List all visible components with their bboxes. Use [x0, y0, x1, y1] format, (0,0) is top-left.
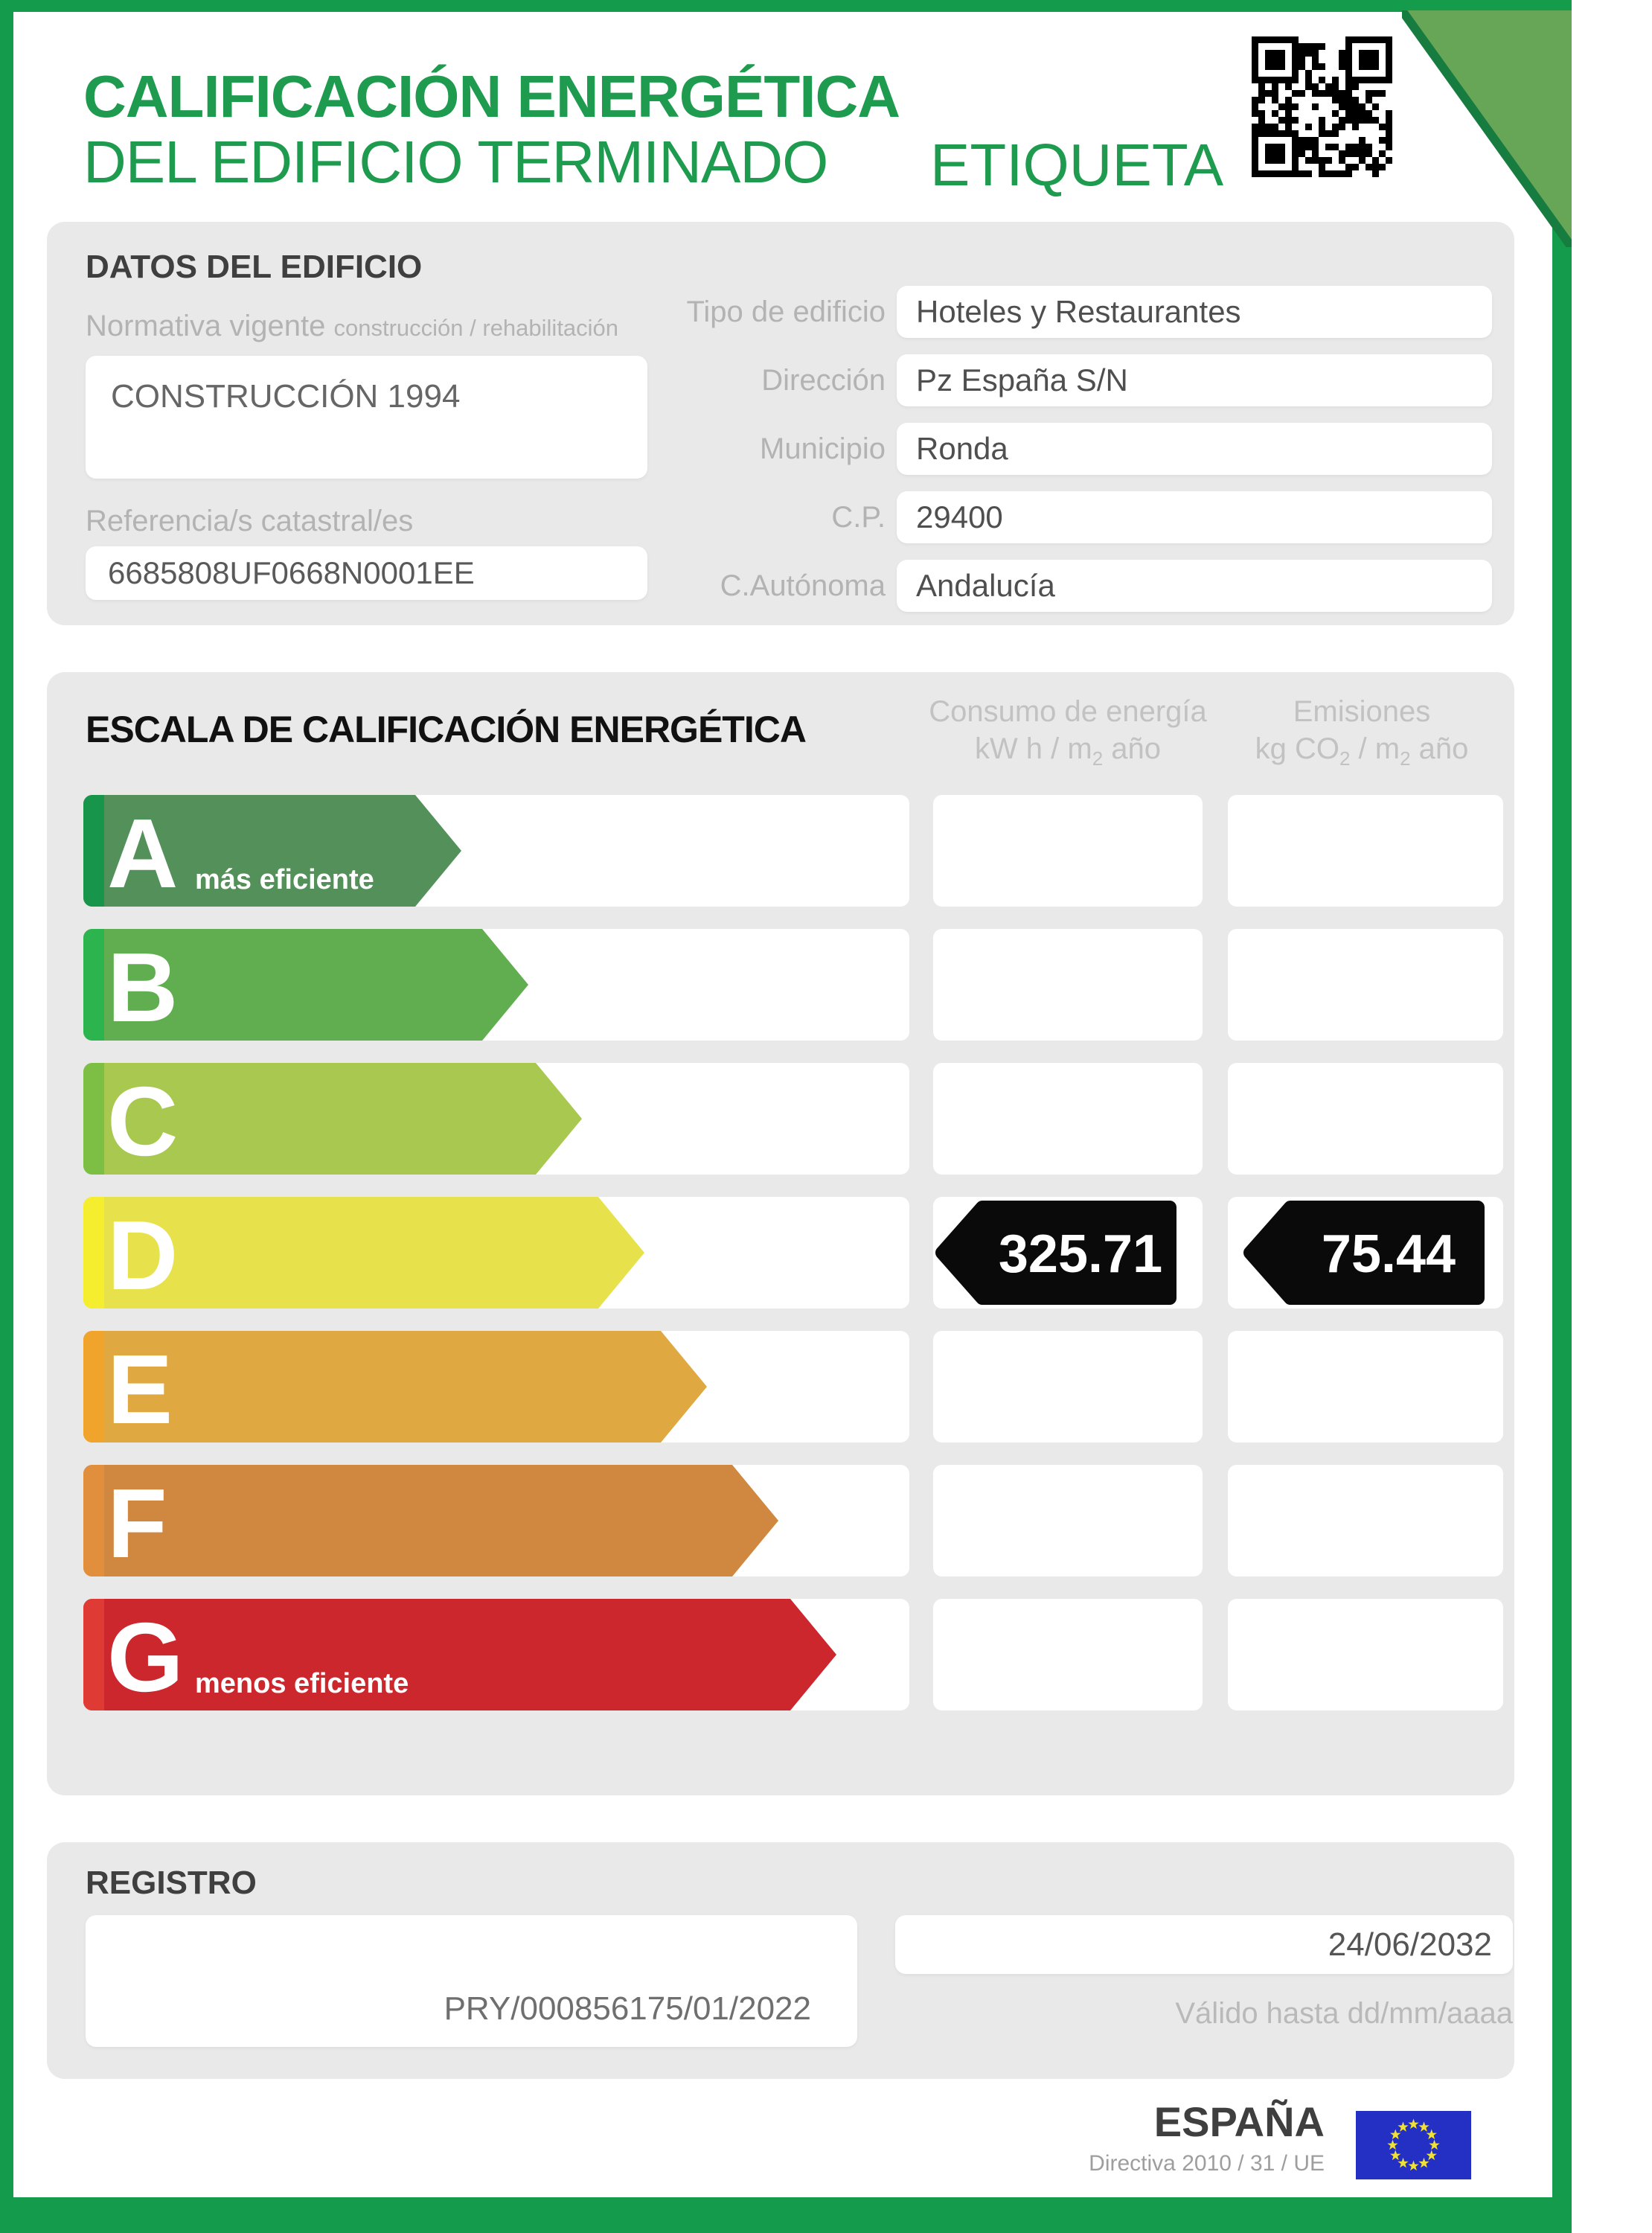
rating-row-c: C [47, 1063, 1514, 1175]
page-title-line1: CALIFICACIÓN ENERGÉTICA [83, 63, 900, 130]
field-value-3: 29400 [916, 499, 1003, 534]
rating-arrow-strip-a [83, 795, 104, 907]
valid-until-label: Válido hasta dd/mm/aaaa [1175, 1997, 1513, 2030]
rating-note-g: menos eficiente [195, 1668, 409, 1699]
registry-number-value: PRY/000856175/01/2022 [444, 1990, 811, 2027]
rating-note-a: más eficiente [195, 864, 374, 895]
frame-bottom-bar [0, 2197, 1572, 2233]
consumo-cell-b [933, 929, 1203, 1041]
registro-section-title: REGISTRO [86, 1865, 257, 1901]
emisiones-cell-g [1228, 1599, 1503, 1710]
field-label-1: Dirección [761, 364, 886, 397]
page-title-line2: DEL EDIFICIO TERMINADO [83, 129, 828, 195]
field-label-4: C.Autónoma [720, 569, 886, 602]
rating-arrow-f: F [83, 1465, 778, 1576]
svg-text:325.71: 325.71 [999, 1224, 1162, 1284]
scale-section-title: ESCALA DE CALIFICACIÓN ENERGÉTICA [86, 709, 807, 750]
emisiones-value-tag: 75.44 [1243, 1201, 1485, 1305]
country-label: ESPAÑA [1153, 2098, 1325, 2145]
rating-row-b: B [47, 929, 1514, 1041]
valid-until-box: 24/06/2032 [895, 1915, 1513, 1974]
rating-arrow-c: C [83, 1063, 582, 1175]
rating-letter-a: A [107, 798, 179, 908]
consumo-cell-c [933, 1063, 1203, 1175]
emisiones-cell-c [1228, 1063, 1503, 1175]
etiqueta-label: ETIQUETA [930, 132, 1224, 198]
referencia-value: 6685808UF0668N0001EE [108, 555, 475, 590]
valid-until-value: 24/06/2032 [1328, 1926, 1492, 1963]
rating-row-f: F [47, 1465, 1514, 1576]
emisiones-cell-a [1228, 795, 1503, 907]
rating-arrow-d: D [83, 1197, 644, 1309]
normativa-value: CONSTRUCCIÓN 1994 [111, 378, 461, 415]
building-section-title: DATOS DEL EDIFICIO [86, 249, 423, 285]
rating-arrow-strip-g [83, 1599, 104, 1710]
registro-panel: REGISTRO PRY/000856175/01/2022 24/06/203… [47, 1842, 1514, 2079]
rating-row-e: E [47, 1331, 1514, 1443]
emisiones-cell-d: 75.44 [1228, 1197, 1503, 1309]
svg-text:75.44: 75.44 [1322, 1224, 1456, 1284]
field-value-4: Andalucía [916, 568, 1055, 603]
referencia-label: Referencia/s catastral/es [86, 505, 414, 537]
field-value-1: Pz España S/N [916, 362, 1128, 397]
rating-letter-e: E [107, 1334, 173, 1444]
consumo-cell-e [933, 1331, 1203, 1443]
rating-letter-g: G [107, 1602, 184, 1712]
rating-arrow-b: B [83, 929, 528, 1041]
rating-arrow-strip-c [83, 1063, 104, 1175]
normativa-value-box: CONSTRUCCIÓN 1994 [86, 356, 647, 479]
directive-label: Directiva 2010 / 31 / UE [1089, 2151, 1325, 2176]
corner-triangle-decoration [1402, 10, 1572, 247]
rating-arrow-strip-e [83, 1331, 104, 1443]
field-value-box-1: Pz España S/N [897, 354, 1492, 406]
rating-arrow-strip-f [83, 1465, 104, 1576]
normativa-label: Normativa vigente construcción / rehabil… [86, 310, 619, 342]
rating-letter-c: C [107, 1066, 179, 1176]
rating-arrow-strip-d [83, 1197, 104, 1309]
consumo-cell-d: 325.71 [933, 1197, 1203, 1309]
rating-arrow-e: E [83, 1331, 707, 1443]
field-value-box-4: Andalucía [897, 560, 1492, 612]
qr-code-icon [1252, 36, 1392, 177]
building-data-panel: DATOS DEL EDIFICIO Normativa vigente con… [47, 222, 1514, 625]
field-label-3: C.P. [831, 501, 886, 534]
consumo-cell-g [933, 1599, 1203, 1710]
rating-letter-b: B [107, 932, 179, 1042]
consumo-column-header: Consumo de energía kW h / m2 año [929, 695, 1207, 770]
emisiones-cell-f [1228, 1465, 1503, 1576]
frame-left-bar [0, 0, 13, 2233]
field-value-box-2: Ronda [897, 423, 1492, 475]
rating-row-d: 325.71 75.44 D [47, 1197, 1514, 1309]
energy-scale-panel: ESCALA DE CALIFICACIÓN ENERGÉTICA Consum… [47, 672, 1514, 1795]
frame-right-bar [1552, 0, 1572, 2233]
emisiones-column-header: Emisiones kg CO2 / m2 año [1255, 695, 1469, 770]
consumo-cell-f [933, 1465, 1203, 1576]
field-value-box-0: Hoteles y Restaurantes [897, 286, 1492, 338]
emisiones-cell-e [1228, 1331, 1503, 1443]
referencia-value-box: 6685808UF0668N0001EE [86, 546, 647, 600]
consumo-value-tag: 325.71 [935, 1201, 1176, 1305]
eu-flag-icon [1356, 2111, 1471, 2179]
emisiones-cell-b [1228, 929, 1503, 1041]
rating-letter-f: F [107, 1468, 167, 1578]
rating-letter-d: D [107, 1200, 179, 1310]
field-value-2: Ronda [916, 431, 1008, 466]
frame-top-bar [0, 0, 1572, 12]
field-label-2: Municipio [760, 432, 886, 465]
rating-arrow-strip-b [83, 929, 104, 1041]
field-value-box-3: 29400 [897, 491, 1492, 543]
registry-number-box: PRY/000856175/01/2022 [86, 1915, 857, 2047]
normativa-sublabel: construcción / rehabilitación [333, 315, 619, 341]
field-value-0: Hoteles y Restaurantes [916, 294, 1241, 329]
field-label-0: Tipo de edificio [686, 296, 886, 328]
consumo-cell-a [933, 795, 1203, 907]
